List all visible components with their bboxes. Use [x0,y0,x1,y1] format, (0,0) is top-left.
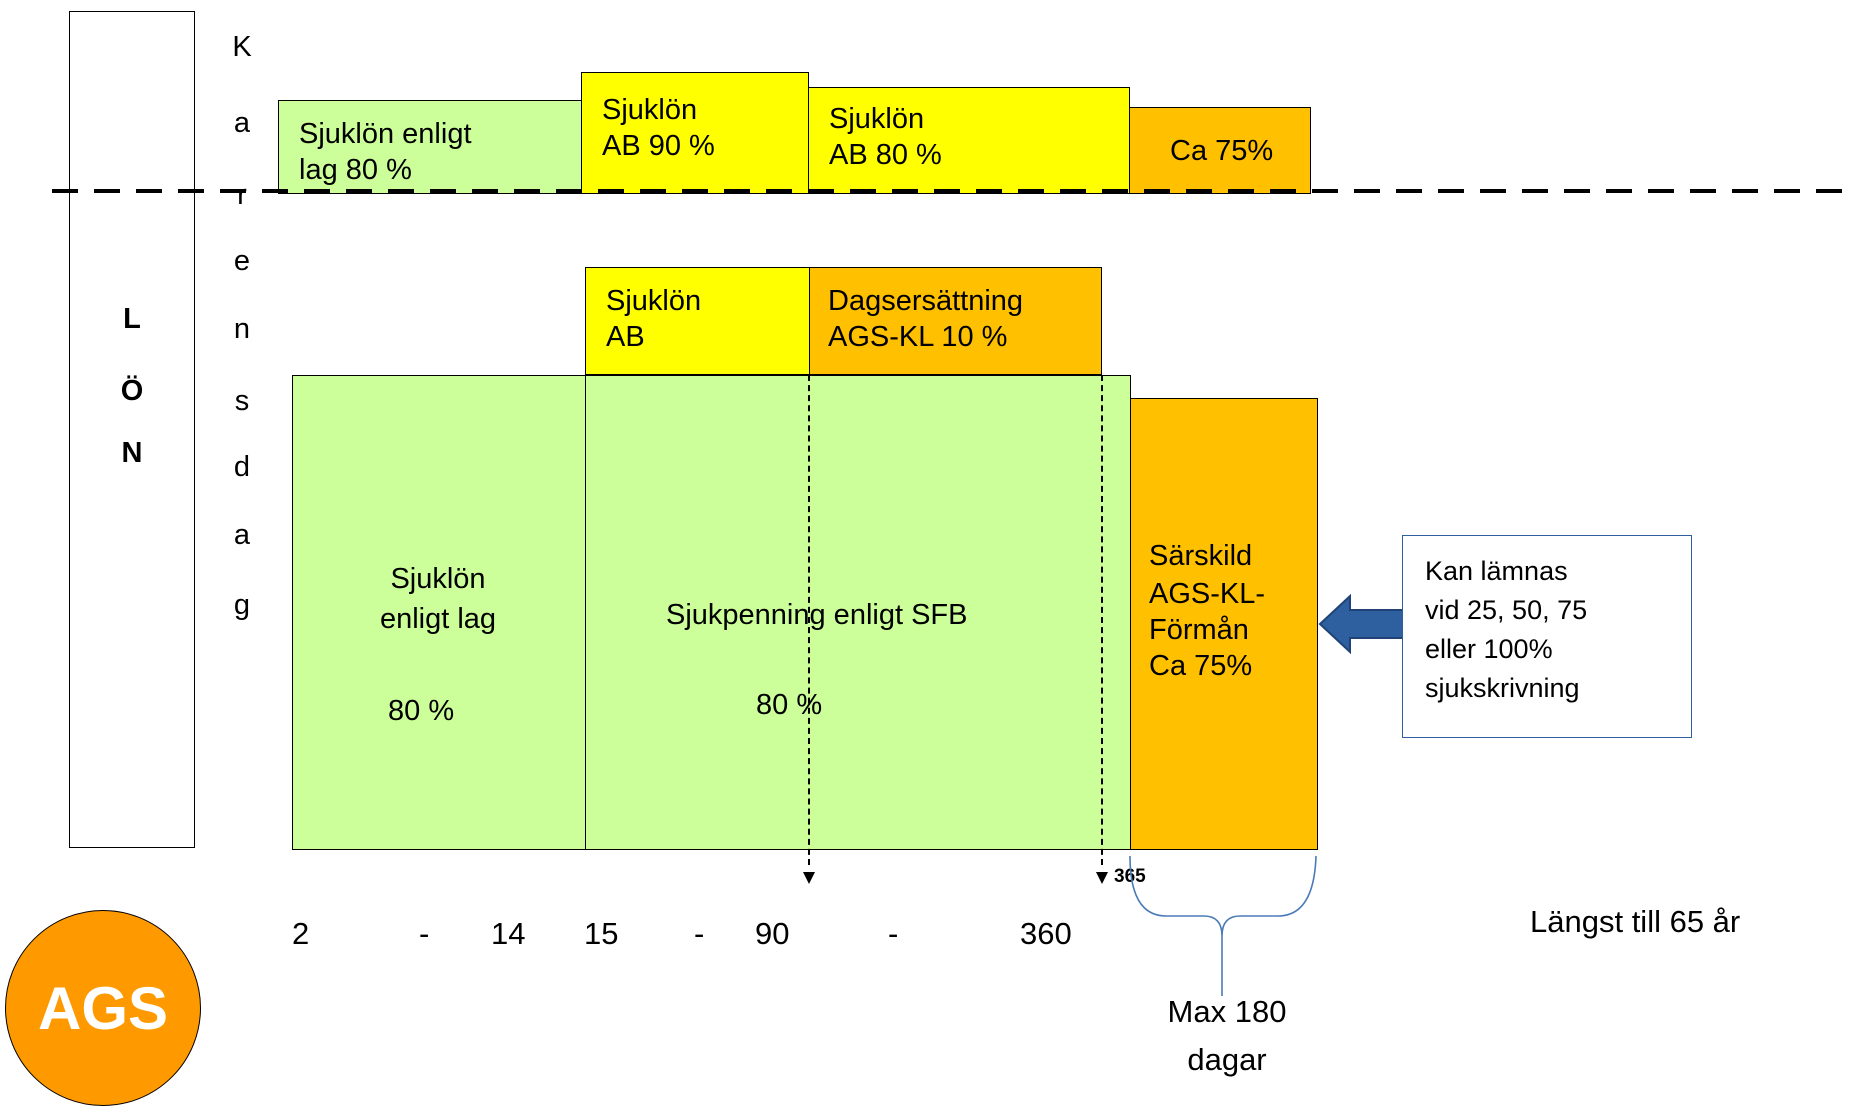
karensdag-letter: a [233,519,251,551]
max-label-line2: dagar [1187,1042,1267,1077]
main-box-sarskild-line3: Förmån [1149,614,1249,646]
top-box-sjuklon-ab90-line1: Sjuklön [602,94,698,126]
left-arrow-icon [1318,593,1405,655]
mid-box-dagsersattning-line2: AGS-KL 10 % [828,321,1008,353]
karensdag-letter: g [233,589,251,621]
main-box-sarskild-line1: Särskild [1149,540,1253,572]
mid-box-sjuklon-ab-line1: Sjuklön [606,285,702,317]
karensdag-letter: e [233,245,251,277]
mid-box-sjuklon-ab: Sjuklön AB [585,267,810,375]
main-box-sjuklon-lag: Sjuklön enligt lag 80 % [292,375,586,850]
karensdag-letter: d [233,451,251,483]
karensdag-letter: r [237,179,247,211]
top-box-sjuklon-ab80: Sjuklön AB 80 % [808,87,1130,194]
ags-logo: AGS [5,910,201,1106]
timeline-day-15: 15 [584,916,619,951]
timeline-dash-3: - [888,916,899,951]
timeline-dash-1: - [419,916,430,951]
top-box-sjuklon-lag-line1: Sjuklön enligt [299,118,472,150]
marker-arrow-90 [803,872,815,884]
main-box-sarskild-line2: AGS-KL- [1149,578,1266,610]
main-box-sarskild: Särskild AGS-KL- Förmån Ca 75% [1130,398,1318,850]
lon-letter-l: L [123,303,141,335]
max-label-line1: Max 180 [1167,994,1287,1029]
top-box-sjuklon-lag-line2: lag 80 % [299,154,412,186]
max-brace [1129,855,1317,996]
lon-box [69,11,195,848]
dashed-divider-line [52,189,1852,193]
karensdag-letter: s [234,385,250,417]
marker-arrow-365 [1096,872,1108,884]
top-box-sjuklon-ab80-line1: Sjuklön [829,103,925,135]
lon-letter-n: N [121,437,143,469]
mid-box-dagsersattning: Dagsersättning AGS-KL 10 % [809,267,1102,375]
longest-label: Längst till 65 år [1530,904,1741,939]
karensdag-letter: a [233,107,251,139]
main-box-sjukpenning-label: Sjukpenning enligt SFB [666,599,968,631]
note-line4: sjukskrivning [1425,673,1580,703]
marker-line-365 [1101,375,1103,865]
mid-box-dagsersattning-line1: Dagsersättning [828,285,1024,317]
timeline-day-14: 14 [491,916,526,951]
karensdag-letter: n [233,313,251,345]
top-box-sjuklon-lag: Sjuklön enligt lag 80 % [278,100,582,194]
mid-box-sjuklon-ab-line2: AB [606,321,645,353]
timeline-day-2: 2 [292,916,310,951]
top-box-sjuklon-ab90-line2: AB 90 % [602,130,715,162]
top-box-sjuklon-ab80-line2: AB 80 % [829,139,942,171]
main-box-sarskild-line4: Ca 75% [1149,650,1253,682]
main-box-sjuklon-lag-line2: enligt lag [379,603,497,635]
main-box-sjukpenning-pct: 80 % [756,689,823,721]
top-box-ca75-label: Ca 75% [1170,135,1274,167]
note-line3: eller 100% [1425,634,1553,664]
main-box-sjuklon-lag-line1: Sjuklön [390,563,486,595]
lon-letter-o: Ö [120,375,144,407]
top-box-ca75: Ca 75% [1129,107,1311,194]
timeline-day-90: 90 [755,916,790,951]
timeline-day-360: 360 [1020,916,1072,951]
note-line1: Kan lämnas [1425,556,1568,586]
main-box-sjuklon-lag-pct: 80 % [388,695,455,727]
ags-logo-text: AGS [37,974,169,1042]
karensdag-letter: K [232,31,252,63]
note-line2: vid 25, 50, 75 [1425,595,1588,625]
timeline-dash-2: - [694,916,705,951]
marker-line-90 [808,375,810,865]
top-box-sjuklon-ab90: Sjuklön AB 90 % [581,72,809,194]
marker-365-label: 365 [1114,866,1146,887]
note-box: Kan lämnas vid 25, 50, 75 eller 100% sju… [1402,535,1692,738]
main-box-sjukpenning: Sjukpenning enligt SFB 80 % [585,375,1131,850]
